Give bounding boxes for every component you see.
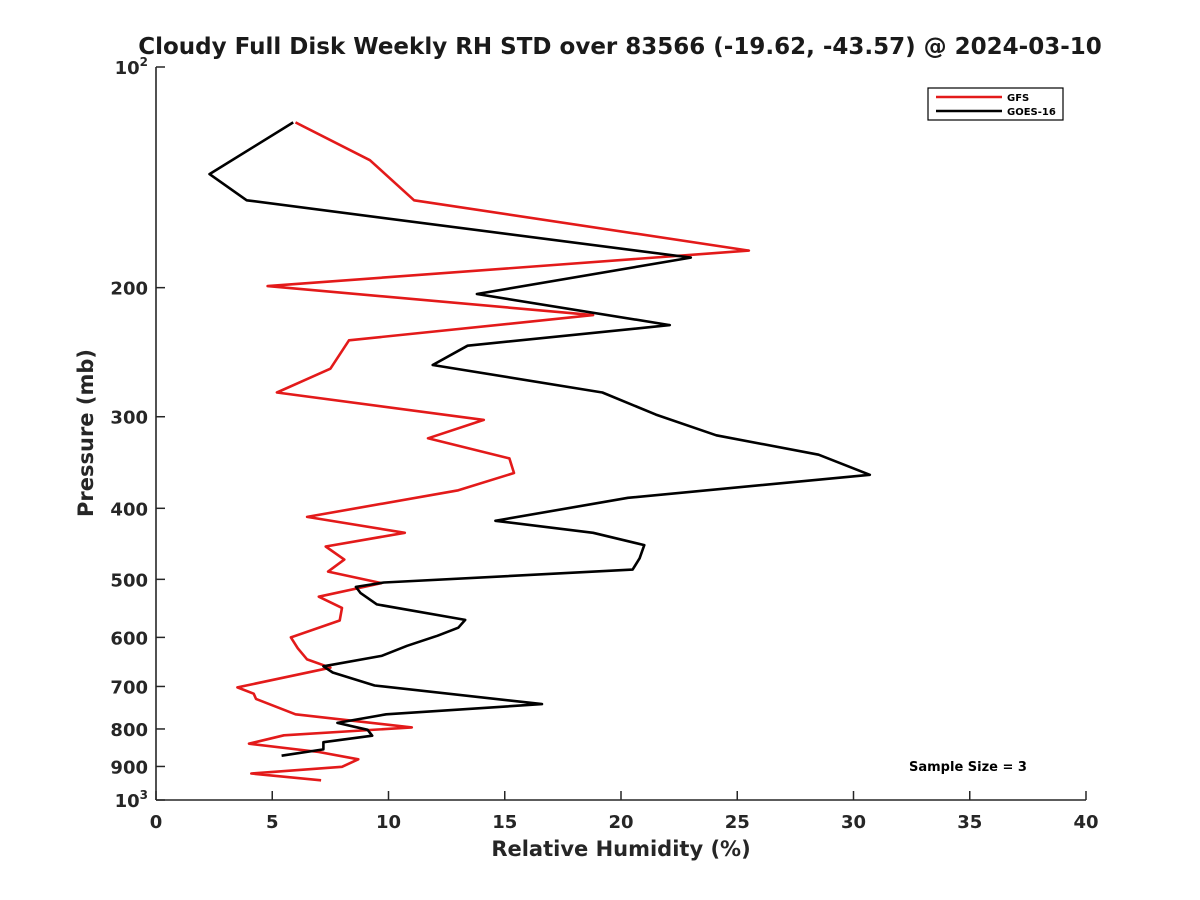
- legend-label-goes16: GOES-16: [1007, 107, 1056, 118]
- y-tick-label: 400: [110, 499, 148, 520]
- x-tick-label: 10: [376, 812, 401, 833]
- x-axis-label: Relative Humidity (%): [491, 837, 750, 861]
- y-tick-label: 900: [110, 757, 148, 778]
- y-tick-label: 103: [115, 788, 148, 812]
- y-ticks: 102 200 300 400 500 600 700 800 900 103: [110, 55, 165, 812]
- x-tick-label: 0: [150, 812, 163, 833]
- legend-box: [927, 87, 1064, 121]
- legend-label-gfs: GFS: [1007, 93, 1029, 104]
- x-tick-label: 15: [492, 812, 517, 833]
- y-tick-label: 300: [110, 408, 148, 429]
- x-tick-label: 5: [266, 812, 279, 833]
- x-tick-label: 20: [608, 812, 633, 833]
- y-tick-label: 102: [115, 55, 148, 79]
- legend: GFS GOES-16: [927, 87, 1064, 121]
- y-tick-label: 600: [110, 628, 148, 649]
- axes-layer: [155, 67, 1086, 801]
- series-layer: [208, 121, 872, 782]
- x-ticks: 0 5 10 15 20 25 30 35 40: [150, 791, 1099, 833]
- sample-size-annotation: Sample Size = 3: [909, 760, 1027, 775]
- y-tick-label: 700: [110, 677, 148, 698]
- y-axis-label: Pressure (mb): [74, 349, 98, 517]
- x-tick-label: 30: [841, 812, 866, 833]
- x-tick-label: 35: [957, 812, 982, 833]
- y-tick-label: 500: [110, 570, 148, 591]
- series-line-goes16: [208, 121, 872, 757]
- x-tick-label: 25: [725, 812, 750, 833]
- y-tick-label: 800: [110, 720, 148, 741]
- series-line-gfs: [236, 121, 751, 782]
- x-tick-label: 40: [1073, 812, 1098, 833]
- y-tick-label: 200: [110, 279, 148, 300]
- chart-title: Cloudy Full Disk Weekly RH STD over 8356…: [138, 34, 1102, 60]
